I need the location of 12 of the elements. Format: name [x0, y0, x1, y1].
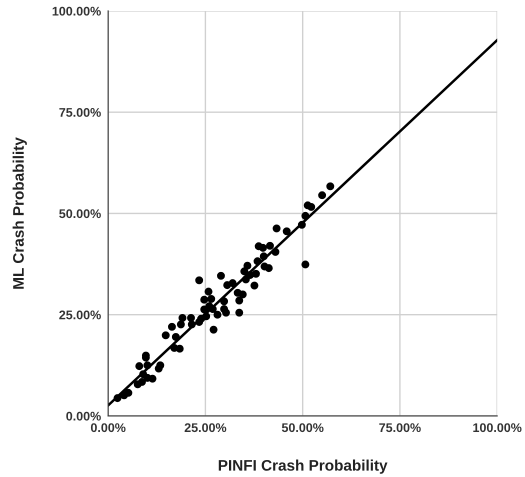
x-tick-label: 50.00%: [282, 423, 324, 432]
y-tick-label: 100.00%: [52, 6, 101, 16]
x-tick-label: 100.00%: [473, 423, 522, 432]
y-tick-label: 75.00%: [59, 108, 101, 117]
y-axis-title: ML Crash Probability: [12, 137, 27, 289]
x-axis-title: PINFI Crash Probability: [218, 460, 388, 474]
x-tick-label: 75.00%: [379, 423, 421, 432]
y-tick-label: 50.00%: [59, 209, 101, 218]
x-tick-label: 25.00%: [184, 423, 226, 432]
y-tick-label: 0.00%: [66, 412, 101, 421]
y-tick-label: 25.00%: [59, 310, 101, 320]
x-tick-label: 0.00%: [90, 423, 126, 432]
